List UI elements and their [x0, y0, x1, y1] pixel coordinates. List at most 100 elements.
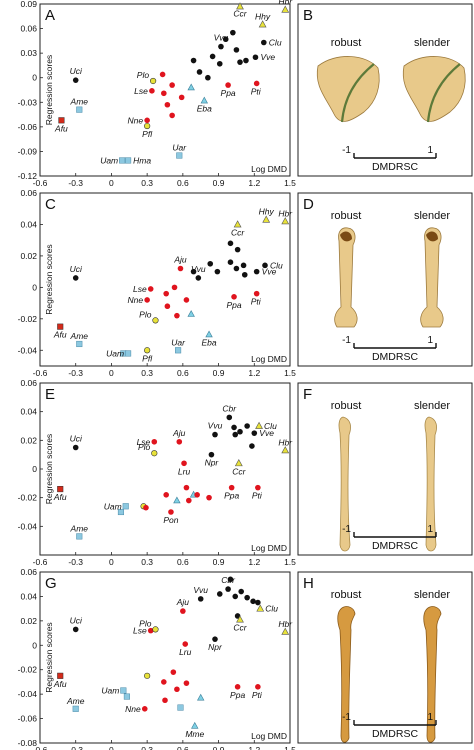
bone-shape: [426, 63, 461, 123]
robust-bone-carpometacarpus: [337, 606, 356, 743]
data-point-red: [182, 641, 189, 647]
dmdrsc-max-label: 1: [427, 712, 433, 723]
taxon-label: Uci: [70, 434, 83, 444]
data-point-red: [159, 71, 166, 78]
robust-label: robust: [331, 400, 362, 412]
robust-bone-humerus: [334, 227, 358, 328]
taxon-label: Vve: [259, 428, 274, 438]
y-tick-label: 0.02: [20, 435, 37, 445]
y-tick-label: 0.04: [20, 591, 37, 601]
panel-letter: A: [45, 7, 55, 24]
x-tick-label: 0.9: [213, 557, 225, 567]
data-point-black: [251, 430, 258, 436]
data-point-red: [183, 297, 190, 303]
data-point-black: [226, 414, 233, 421]
taxon-label: Uci: [70, 615, 83, 625]
data-point-yellow-triangle: [236, 615, 244, 623]
robust-label: robust: [331, 589, 362, 601]
data-point-red-square: [58, 117, 65, 124]
data-point-red: [177, 265, 184, 272]
y-tick-label: 0: [32, 464, 37, 474]
data-point-black: [212, 636, 218, 642]
data-point-cyan-square: [125, 350, 132, 357]
taxon-label: Aju: [172, 428, 186, 438]
data-point-red: [180, 608, 186, 614]
taxon-label: Uci: [70, 66, 83, 76]
taxon-label: Uam: [101, 685, 119, 695]
taxon-label: Mme: [185, 729, 204, 739]
data-point-cyan-square: [117, 508, 125, 516]
data-point-black: [255, 599, 261, 606]
scatter-panels: -0.6 -0.3 0 0.3 0.6 0.9 1.2 1.50.090.060.030-0.…: [18, 0, 297, 750]
data-point-cyan-square: [76, 106, 83, 113]
x-tick-label: -0.3: [68, 557, 83, 567]
x-tick-label: 0: [109, 178, 114, 188]
y-tick-label: -0.09: [18, 146, 38, 156]
data-point-red: [183, 484, 190, 491]
taxon-label: Ccr: [233, 8, 247, 18]
bone-shape: [337, 606, 356, 743]
taxon-label: Vvu: [191, 264, 206, 274]
slender-bone-carpometacarpus: [423, 606, 442, 743]
dmdrsc-min-label: -1: [342, 712, 351, 723]
y-tick-label: -0.04: [18, 521, 38, 531]
taxon-label: Ppa: [226, 300, 241, 310]
taxon-label: Plo: [139, 618, 152, 628]
scatter-panel-e: -0.6 -0.3 0 0.3 0.6 0.9 1.2 1.5 0.06 0.04 0.02 0 -0.…: [18, 378, 297, 567]
taxon-label: Afu: [53, 492, 67, 502]
taxon-label: Uam: [106, 348, 124, 358]
taxon-label: Vve: [262, 267, 277, 277]
bone-shape: [334, 227, 358, 328]
y-tick-label: 0.02: [20, 251, 37, 261]
data-point-yellow-triangle: [281, 446, 290, 454]
x-tick-label: 1.5: [284, 745, 296, 750]
data-point-cyan-triangle: [205, 330, 213, 338]
data-point-cyan-triangle: [197, 693, 205, 701]
dmdrsc-max-label: 1: [427, 524, 433, 535]
plot-frame: [39, 192, 291, 367]
x-tick-label: 1.5: [284, 178, 296, 188]
panel-letter: G: [45, 575, 57, 592]
data-point-red: [253, 290, 260, 297]
data-point-red: [169, 82, 175, 88]
robust-label: robust: [331, 37, 362, 49]
data-point-yellow: [144, 672, 151, 679]
dmdrsc-axis-label: DMDRSC: [372, 540, 418, 552]
data-point-black: [232, 431, 239, 438]
y-axis-label: Regression scores: [44, 55, 54, 125]
data-point-yellow-triangle: [262, 215, 271, 223]
data-point-black: [197, 596, 204, 602]
data-point-red: [181, 460, 187, 467]
robust-bone-sternum: [316, 56, 380, 123]
taxon-label: Plo: [138, 442, 151, 452]
taxon-label: Afu: [54, 123, 68, 133]
taxon-label: Pti: [252, 491, 263, 501]
taxon-label: Ccr: [231, 227, 245, 237]
taxon-label: Clu: [270, 260, 283, 270]
data-point-cyan-square: [119, 157, 126, 164]
taxon-label: Clu: [269, 37, 282, 47]
x-tick-label: 1.5: [284, 368, 296, 378]
data-point-black: [227, 259, 234, 266]
data-point-red: [163, 290, 169, 297]
x-axis-label: Log DMD: [251, 354, 287, 364]
data-point-red: [174, 312, 180, 319]
y-tick-label: 0.02: [20, 616, 37, 626]
data-point-cyan-square: [122, 503, 129, 510]
x-tick-label: 0.9: [213, 368, 225, 378]
data-point-black: [208, 451, 215, 458]
panel-letter: B: [303, 7, 313, 24]
data-point-black: [230, 29, 236, 36]
y-tick-label: -0.06: [18, 714, 38, 724]
data-point-black: [243, 57, 249, 64]
x-tick-label: 0: [109, 368, 114, 378]
taxon-label: Lse: [137, 437, 151, 447]
data-point-black: [244, 594, 250, 601]
data-point-black: [216, 60, 223, 67]
taxon-label: Ccr: [232, 466, 246, 476]
data-point-yellow: [152, 317, 159, 324]
taxon-label: Uam: [100, 155, 118, 165]
panel-letter: H: [303, 575, 314, 592]
